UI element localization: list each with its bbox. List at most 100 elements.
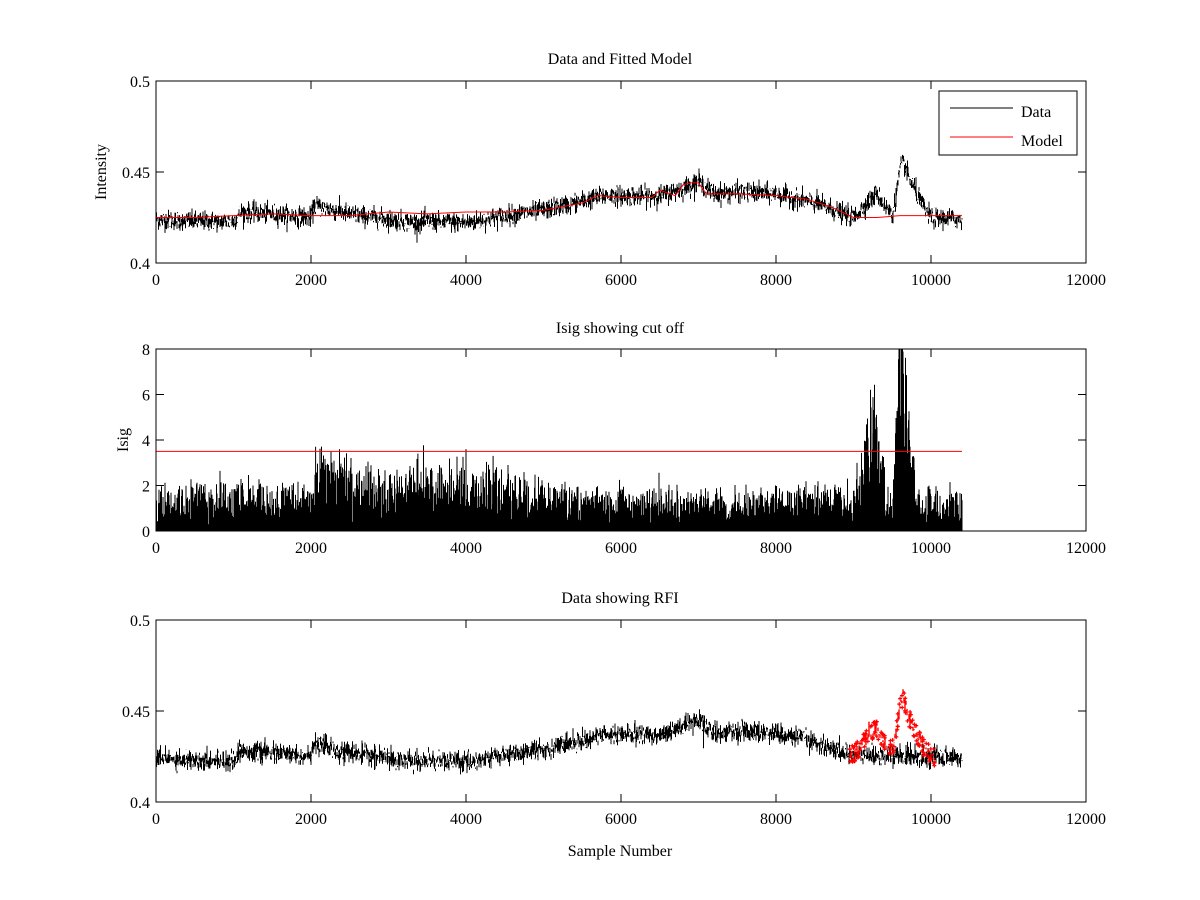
series-rfi-marker: [926, 755, 931, 760]
series-rfi-marker: [903, 696, 908, 701]
x-tick-label: 0: [152, 540, 160, 557]
legend-box: [938, 90, 1078, 156]
x-tick-label: 4000: [450, 272, 482, 289]
series-rfi-marker: [921, 753, 926, 758]
x-tick-label: 6000: [605, 272, 637, 289]
series-rfi-marker: [851, 744, 856, 749]
series-rfi-marker: [882, 747, 887, 752]
y-tick-label: 0.5: [130, 613, 150, 630]
series-rfi-marker: [859, 738, 864, 743]
series-rfi-marker: [887, 751, 892, 756]
y-tick-label: 2: [142, 479, 150, 496]
series-rfi-marker: [894, 734, 899, 739]
series-layer: [155, 154, 963, 243]
chart-title: Isig showing cut off: [556, 320, 685, 337]
series-rfi-marker: [900, 705, 905, 710]
series-rfi-marker: [861, 732, 866, 737]
x-tick-label: 12000: [1066, 811, 1106, 828]
series-rfi-marker: [856, 754, 861, 759]
x-tick-label: 10000: [911, 540, 951, 557]
tick-layer: 0 2000 4000 6000 8000 10000 12000 0.4 0.45 0.5: [122, 613, 1106, 828]
x-tick-label: 4000: [450, 540, 482, 557]
series-rfi-marker: [898, 696, 903, 701]
series-isig-trace: [155, 349, 963, 531]
series-rfi-markers: [847, 689, 937, 768]
series-rfi-marker: [874, 734, 879, 739]
x-tick-label: 0: [152, 811, 160, 828]
series-rfi-marker: [868, 724, 873, 729]
x-tick-label: 2000: [295, 272, 327, 289]
series-rfi-marker: [927, 759, 932, 764]
x-tick-label: 8000: [760, 272, 792, 289]
series-data-trace: [155, 154, 963, 243]
series-rfi-marker: [903, 710, 908, 715]
legend: Data Model: [938, 90, 1078, 156]
series-rfi-marker: [911, 733, 916, 738]
chart-title: Data and Fitted Model: [548, 51, 693, 68]
series-rfi-marker: [891, 744, 896, 749]
series-rfi-marker: [924, 753, 929, 758]
x-tick-label: 6000: [605, 811, 637, 828]
series-rfi-marker: [878, 742, 883, 747]
series-rfi-marker: [924, 741, 929, 746]
series-rfi-marker: [895, 724, 900, 729]
x-tick-label: 4000: [450, 811, 482, 828]
series-data-trace: [155, 709, 963, 775]
x-tick-label: 10000: [911, 811, 951, 828]
legend-label-data: Data: [1021, 104, 1051, 121]
y-tick-label: 8: [142, 342, 150, 359]
series-rfi-marker: [876, 737, 881, 742]
series-rfi-marker: [909, 712, 914, 717]
series-rfi-marker: [889, 743, 894, 748]
y-tick-label: 0.45: [122, 165, 150, 182]
series-rfi-marker: [847, 747, 852, 752]
series-rfi-marker: [874, 719, 879, 724]
plot-frame: [155, 80, 1087, 264]
x-tick-label: 2000: [295, 540, 327, 557]
series-rfi-marker: [902, 691, 907, 696]
series-rfi-marker: [915, 742, 920, 747]
series-rfi-marker: [928, 746, 933, 751]
y-tick-label: 0.5: [130, 74, 150, 91]
series-rfi-marker: [912, 722, 917, 727]
tick-layer: 0 2000 4000 6000 8000 10000 12000 0 2 4 6 8: [142, 342, 1106, 557]
y-tick-label: 0: [142, 524, 150, 541]
y-tick-label: 0.4: [130, 795, 150, 812]
series-rfi-marker: [895, 727, 900, 732]
series-rfi-marker: [905, 718, 910, 723]
series-rfi-marker: [897, 702, 902, 707]
series-rfi-marker: [854, 742, 859, 747]
series-rfi-marker: [873, 723, 878, 728]
plot-frame: [155, 619, 1087, 803]
x-tick-label: 0: [152, 272, 160, 289]
series-layer: [155, 349, 963, 531]
y-axis-label: Isig: [115, 428, 132, 452]
y-tick-label: 0.4: [130, 256, 150, 273]
series-layer: [155, 689, 963, 775]
panel-data-showing-rfi: Data showing RFI Sample Number 0 2000 4000…: [122, 590, 1106, 860]
series-rfi-marker: [910, 718, 915, 723]
series-rfi-marker: [908, 725, 913, 730]
series-rfi-marker: [888, 738, 893, 743]
x-tick-label: 8000: [760, 811, 792, 828]
series-rfi-marker: [926, 742, 931, 747]
series-rfi-marker: [914, 738, 919, 743]
series-rfi-marker: [870, 736, 875, 741]
series-rfi-marker: [917, 730, 922, 735]
y-tick-label: 4: [142, 433, 150, 450]
x-tick-label: 6000: [605, 540, 637, 557]
series-rfi-marker: [858, 741, 863, 746]
series-rfi-marker: [895, 711, 900, 716]
x-tick-label: 8000: [760, 540, 792, 557]
series-rfi-marker: [851, 758, 856, 763]
series-rfi-marker: [880, 732, 885, 737]
panel-data-fitted-model: Data and Fitted Model Intensity 0 2000 400…: [93, 51, 1106, 289]
series-rfi-marker: [862, 744, 867, 749]
series-rfi-marker: [855, 739, 860, 744]
series-rfi-marker: [865, 739, 870, 744]
plot-frame: [155, 348, 1087, 532]
series-rfi-marker: [920, 739, 925, 744]
x-tick-label: 2000: [295, 811, 327, 828]
x-axis-label: Sample Number: [568, 843, 673, 860]
